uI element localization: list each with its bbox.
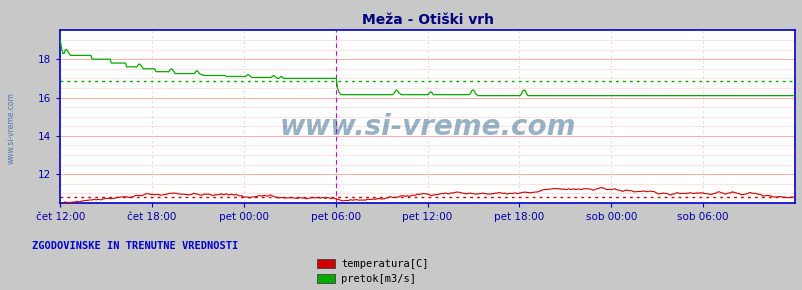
Title: Meža - Otiški vrh: Meža - Otiški vrh bbox=[361, 12, 493, 26]
Text: ZGODOVINSKE IN TRENUTNE VREDNOSTI: ZGODOVINSKE IN TRENUTNE VREDNOSTI bbox=[32, 241, 238, 251]
Text: pretok[m3/s]: pretok[m3/s] bbox=[341, 274, 415, 284]
Text: temperatura[C]: temperatura[C] bbox=[341, 259, 428, 269]
Text: www.si-vreme.com: www.si-vreme.com bbox=[6, 92, 15, 164]
Text: www.si-vreme.com: www.si-vreme.com bbox=[279, 113, 575, 141]
